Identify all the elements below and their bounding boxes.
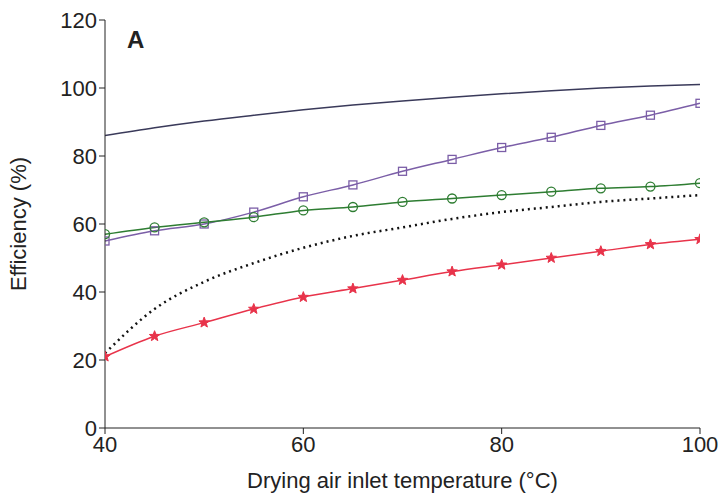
svg-text:80: 80 bbox=[73, 144, 97, 169]
svg-text:20: 20 bbox=[73, 348, 97, 373]
svg-text:Drying air inlet temperature (: Drying air inlet temperature (°C) bbox=[247, 468, 558, 493]
svg-text:40: 40 bbox=[73, 280, 97, 305]
svg-text:60: 60 bbox=[73, 212, 97, 237]
svg-text:40: 40 bbox=[92, 431, 118, 457]
html-text:A: A bbox=[127, 26, 145, 53]
svg-text:100: 100 bbox=[682, 432, 719, 457]
svg-text:0: 0 bbox=[85, 416, 97, 441]
svg-text:120: 120 bbox=[60, 8, 97, 33]
svg-text:100: 100 bbox=[60, 76, 97, 101]
svg-text:Efficiency (%): Efficiency (%) bbox=[6, 157, 31, 291]
svg-text:60: 60 bbox=[291, 432, 315, 457]
svg-text:80: 80 bbox=[489, 432, 513, 457]
